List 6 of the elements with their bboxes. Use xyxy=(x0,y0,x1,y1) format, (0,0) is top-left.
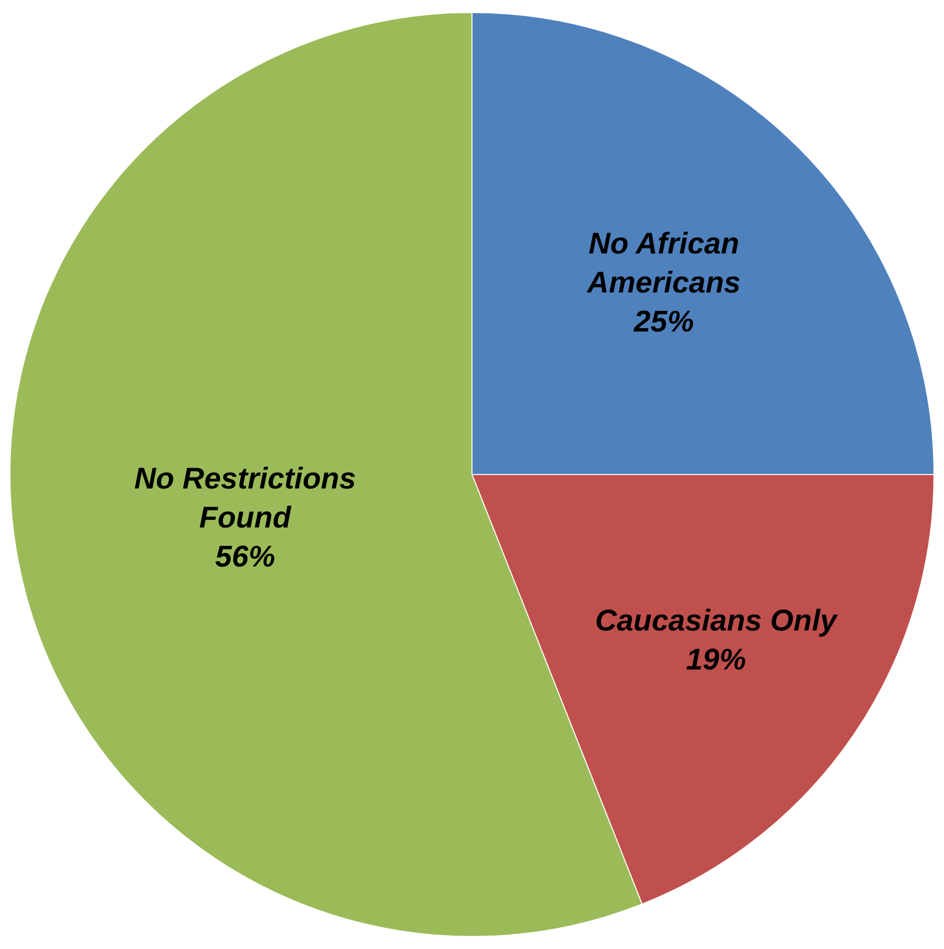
slice-label: No Restrictions Found xyxy=(134,462,356,534)
data-label: 56% xyxy=(215,540,276,574)
slice-label: No African Americans xyxy=(586,228,741,300)
slice-label: Caucasians Only xyxy=(595,604,838,638)
data-label: 25% xyxy=(632,306,694,339)
data-label: 19% xyxy=(686,644,746,677)
